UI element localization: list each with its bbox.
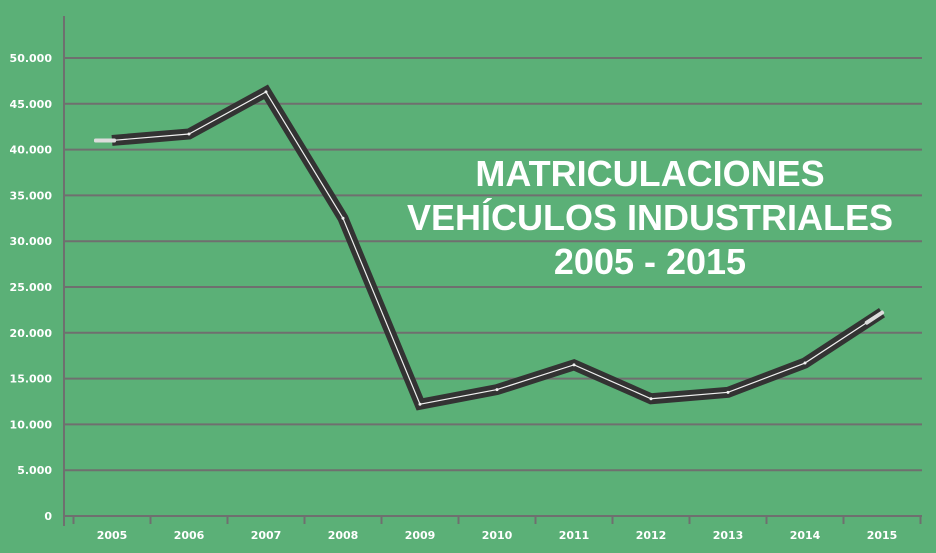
y-tick-label: 25.000	[10, 281, 53, 294]
x-tick-label: 2005	[97, 529, 128, 542]
x-tick-label: 2010	[482, 529, 513, 542]
end-vehicle-mark	[864, 310, 885, 325]
chart-title: MATRICULACIONES VEHÍCULOS INDUSTRIALES 2…	[400, 152, 900, 284]
x-tick-label: 2009	[405, 529, 436, 542]
y-tick-label: 30.000	[10, 235, 53, 248]
start-vehicle-mark	[94, 138, 116, 143]
x-tick-label: 2012	[636, 529, 667, 542]
x-tick-label: 2014	[790, 529, 821, 542]
data-point	[187, 132, 191, 136]
data-point	[803, 361, 807, 365]
series-line	[94, 84, 886, 411]
x-tick-label: 2006	[174, 529, 205, 542]
chart-title-line-2: VEHÍCULOS INDUSTRIALES	[406, 197, 894, 238]
data-point	[418, 402, 422, 406]
y-tick-label: 0	[44, 510, 52, 523]
x-axis-tick-labels: 2005 2006 2007 2008 2009 2010 2011 2012 2013 2014…	[97, 529, 898, 542]
data-point	[495, 388, 499, 392]
x-tick-label: 2008	[328, 529, 359, 542]
y-tick-label: 35.000	[10, 189, 53, 202]
x-tick-label: 2011	[559, 529, 590, 542]
y-tick-label: 40.000	[10, 144, 53, 157]
x-tick-label: 2007	[251, 529, 282, 542]
axes	[63, 16, 922, 526]
y-tick-label: 15.000	[10, 373, 53, 386]
y-axis-tick-labels: 0 5.000 10.000 15.000 20.000 25.000 30.000 35.0…	[10, 52, 53, 523]
y-tick-label: 20.000	[10, 327, 53, 340]
chart-title-line-3: 2005 - 2015	[553, 241, 747, 282]
x-tick-label: 2015	[867, 529, 898, 542]
data-point	[341, 216, 345, 220]
data-point	[649, 397, 653, 401]
chart-title-line-1: MATRICULACIONES	[475, 153, 825, 194]
x-tick-label: 2013	[713, 529, 744, 542]
data-point	[264, 90, 268, 94]
y-tick-label: 5.000	[17, 464, 52, 477]
gridlines	[64, 57, 922, 472]
data-point	[726, 390, 730, 394]
y-tick-label: 45.000	[10, 98, 53, 111]
y-tick-label: 50.000	[10, 52, 53, 65]
data-point	[572, 363, 576, 367]
y-tick-label: 10.000	[10, 418, 53, 431]
